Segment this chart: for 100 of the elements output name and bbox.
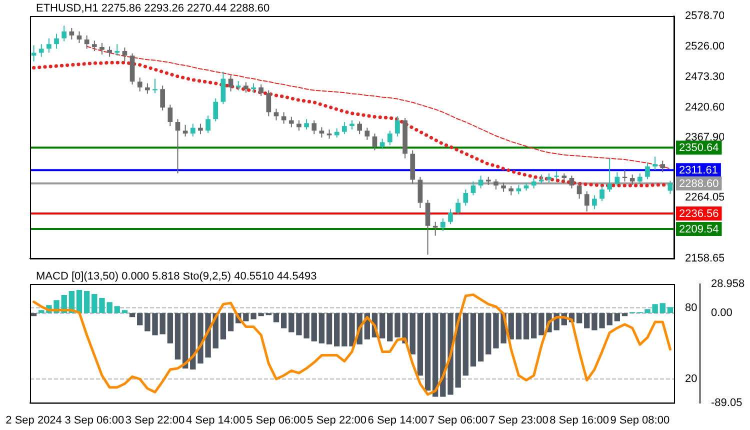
- bar: [174, 313, 181, 360]
- candlestick: [440, 218, 446, 232]
- candlestick: [470, 180, 476, 196]
- bar: [190, 313, 196, 370]
- bar: [417, 313, 424, 376]
- candlestick: [319, 126, 324, 138]
- y-tick-label: -89.05: [711, 396, 742, 409]
- candlestick: [236, 80, 241, 91]
- bar: [508, 313, 514, 340]
- candlestick: [175, 118, 180, 174]
- candlestick: [266, 90, 272, 117]
- x-tick-label: 7 Sep 23:00: [489, 414, 548, 426]
- candlestick: [122, 47, 128, 62]
- candlestick: [569, 175, 574, 189]
- candlestick: [576, 182, 582, 200]
- x-tick-label: 5 Sep 22:00: [307, 414, 367, 426]
- candlestick: [296, 120, 302, 132]
- bar: [129, 313, 136, 318]
- candlestick: [100, 42, 104, 55]
- bar: [516, 313, 522, 340]
- bar: [379, 313, 386, 338]
- candlestick: [538, 174, 544, 184]
- candlestick: [463, 189, 468, 206]
- ref-line-label: 2236.56: [679, 208, 719, 220]
- candlestick: [380, 138, 385, 150]
- bar: [432, 313, 438, 397]
- candlestick: [516, 184, 522, 195]
- bar: [92, 294, 98, 314]
- candlestick: [592, 194, 597, 210]
- candlestick: [213, 98, 218, 122]
- bar: [137, 313, 143, 326]
- bar: [424, 313, 431, 391]
- ref-line-label: 2350.64: [679, 142, 719, 154]
- bar: [288, 313, 294, 332]
- bar: [530, 313, 537, 338]
- candlestick: [206, 115, 210, 134]
- chart-title: ETHUSD,H1 2275.86 2293.26 2270.44 2288.60: [36, 2, 270, 15]
- candlestick: [92, 40, 97, 52]
- candlestick: [456, 198, 460, 216]
- candlestick: [508, 186, 514, 196]
- candlestick: [531, 177, 536, 189]
- bar: [470, 313, 476, 367]
- candlestick: [69, 27, 74, 40]
- candlestick: [84, 34, 90, 50]
- bar: [273, 313, 280, 322]
- candlestick: [145, 82, 150, 94]
- y-tick-label: 2526.00: [685, 40, 725, 52]
- bar: [114, 306, 120, 314]
- candlestick: [350, 120, 354, 130]
- bar: [122, 310, 128, 314]
- bar: [667, 307, 674, 314]
- candlestick: [304, 118, 309, 130]
- candlestick: [630, 174, 635, 186]
- candlestick: [152, 78, 158, 94]
- candlestick: [418, 176, 423, 208]
- bar: [410, 313, 416, 354]
- x-tick-label: 9 Sep 08:00: [610, 414, 670, 426]
- candlestick: [334, 128, 340, 138]
- bar: [478, 313, 484, 362]
- candlestick: [244, 82, 248, 94]
- candlestick: [387, 130, 392, 146]
- x-tick-label: 3 Sep 22:00: [125, 414, 185, 426]
- bar: [318, 313, 325, 344]
- candlestick: [228, 74, 234, 92]
- candlestick: [54, 33, 59, 50]
- bar: [311, 313, 317, 342]
- candlestick: [312, 120, 317, 135]
- candlestick: [614, 172, 620, 187]
- candlestick: [281, 112, 286, 124]
- candlestick: [372, 133, 378, 151]
- x-tick-label: 8 Sep 16:00: [550, 414, 609, 426]
- ref-line-label: 2209.54: [679, 224, 719, 236]
- candlestick: [395, 116, 400, 137]
- candlestick: [107, 46, 112, 58]
- candlestick: [160, 85, 166, 111]
- candlestick: [660, 160, 666, 173]
- candlestick: [114, 44, 120, 56]
- x-tick-label: 7 Sep 06:00: [428, 414, 488, 426]
- bar: [182, 313, 188, 369]
- bar: [76, 290, 82, 314]
- bar: [387, 313, 393, 342]
- y-tick-label: 2264.05: [685, 192, 725, 204]
- x-tick-label: 4 Sep 14:00: [186, 414, 246, 426]
- candlestick: [220, 71, 226, 105]
- bar: [486, 313, 492, 354]
- x-tick-label: 2 Sep 2024: [6, 414, 62, 426]
- x-tick-label: 5 Sep 06:00: [246, 414, 306, 426]
- y-tick-label: 28.958: [711, 278, 745, 290]
- candlestick: [137, 77, 142, 92]
- y-tick-label: 0.00: [711, 307, 732, 320]
- candlestick: [478, 175, 484, 189]
- bar: [228, 313, 234, 332]
- candlestick: [38, 44, 44, 58]
- candlestick: [168, 104, 173, 127]
- candlestick: [652, 156, 658, 170]
- candlestick: [326, 129, 332, 140]
- candlestick: [62, 25, 67, 42]
- y2-tick-label: 80: [685, 302, 698, 314]
- bar: [660, 303, 666, 314]
- chart-title: MACD [0](13,50) 0.000 5.818 Sto(9,2,5) 40.5510 44.5493: [36, 270, 317, 283]
